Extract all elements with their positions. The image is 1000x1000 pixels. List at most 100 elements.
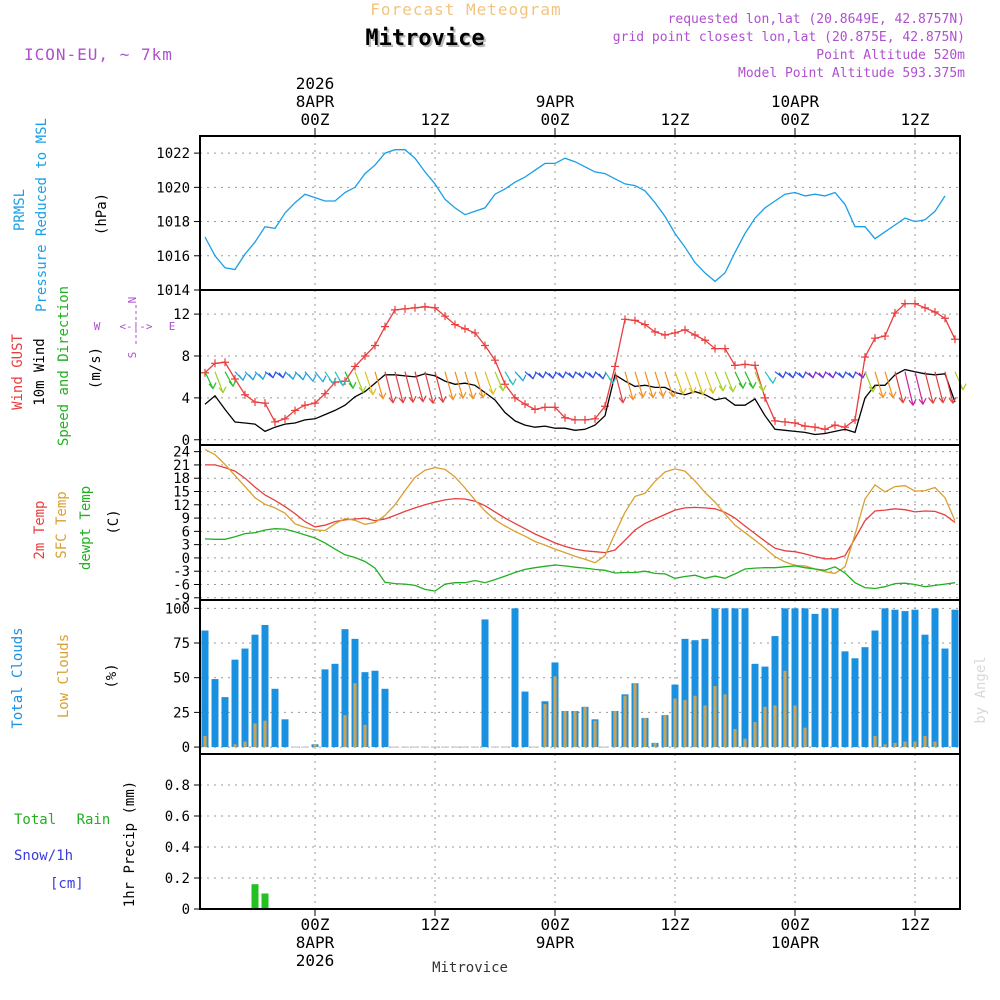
total-cloud-bar	[801, 608, 809, 748]
wind-arrow	[234, 371, 247, 382]
panel-4: 0 0.2 0.4 0.6 0.8	[165, 753, 961, 918]
gust-marker	[291, 406, 299, 415]
pressure-labels: PRMSL Pressure Reduced to MSL (hPa)	[12, 118, 110, 312]
gust-marker	[881, 332, 889, 341]
y-tick-label: 9	[182, 511, 190, 527]
wind-arrow	[554, 371, 567, 379]
wind-arrow	[774, 371, 787, 379]
low-cloud-bar	[573, 710, 577, 748]
gust-marker	[391, 305, 399, 314]
wind-arrow	[734, 371, 747, 390]
low-cloud-bar	[703, 705, 707, 748]
low-cloud-bar	[353, 683, 357, 748]
wind-arrow	[664, 371, 677, 398]
gust-marker	[751, 361, 759, 370]
panel-0: 1014 1016 1018 1020 1022	[156, 135, 961, 299]
compass-w: W	[94, 320, 101, 333]
bottom-time-label: 12Z	[661, 915, 690, 934]
dewpt-label: dewpt Temp	[78, 486, 94, 570]
gust-marker	[441, 312, 449, 321]
gust-marker	[261, 399, 269, 408]
y-tick-label: 0	[182, 902, 190, 918]
wind-arrow	[374, 371, 387, 400]
total-cloud-bar	[271, 688, 279, 748]
rain-bar	[251, 884, 259, 909]
panel-frame	[199, 135, 961, 291]
bottom-time-label: 00Z	[541, 915, 570, 934]
gust-marker	[821, 425, 829, 434]
y-tick-label: 15	[173, 485, 190, 501]
total-cloud-bar	[841, 651, 849, 748]
series-line-dewpt-temp	[204, 528, 956, 592]
gust-marker	[831, 421, 839, 430]
gust-marker	[651, 327, 659, 336]
bottom-time-label: 9APR	[536, 933, 575, 952]
model-label: ICON-EU, ~ 7km	[24, 45, 173, 64]
wind-arrow	[604, 371, 617, 385]
low-cloud-bar	[663, 715, 667, 748]
y-tick-label: 6	[182, 524, 190, 540]
wind-10m-label: 10m Wind	[32, 338, 48, 405]
low-cloud-bar	[543, 704, 547, 748]
panel-frame	[199, 444, 961, 601]
wind-arrow	[394, 371, 407, 404]
wind-arrow	[824, 371, 837, 379]
low-cloud-bar	[923, 735, 927, 748]
top-time-label: 12Z	[661, 110, 690, 129]
gust-marker	[921, 303, 929, 312]
top-time-label: 12Z	[421, 110, 450, 129]
top-time-label: 10APR	[771, 92, 820, 111]
bottom-time-label: 10APR	[771, 933, 820, 952]
gust-marker	[771, 416, 779, 425]
wind-arrow	[284, 371, 297, 381]
wind-arrow	[524, 371, 537, 380]
gust-marker	[451, 320, 459, 329]
wind-arrow	[714, 371, 727, 392]
gust-marker	[611, 362, 619, 371]
cloud-unit-label: (%)	[104, 663, 120, 688]
low-cloud-bar	[233, 744, 237, 748]
snow-label: Snow/1h	[14, 848, 73, 864]
panel-1: 0 4 8 12	[173, 289, 967, 449]
bottom-time-label: 00Z	[781, 915, 810, 934]
low-cloud-bar	[253, 723, 257, 748]
credit-watermark: by Angel	[973, 656, 989, 723]
wind-arrow	[334, 371, 347, 387]
gust-marker	[541, 403, 549, 412]
wind-arrow	[834, 371, 847, 379]
total-cloud-bar	[821, 608, 829, 748]
top-time-label: 00Z	[541, 110, 570, 129]
total-cloud-bar	[371, 670, 379, 748]
total-cloud-bar	[891, 609, 899, 748]
wind-arrow	[794, 371, 807, 379]
gust-marker	[621, 315, 629, 324]
low-cloud-bar	[893, 742, 897, 748]
y-tick-label: 0	[182, 433, 190, 449]
gust-marker	[681, 325, 689, 334]
wind-arrow	[514, 371, 527, 382]
product-title: Forecast Meteogram	[370, 0, 561, 19]
total-cloud-bar	[481, 619, 489, 748]
y-tick-label: 1022	[156, 146, 190, 162]
wind-arrow	[304, 371, 317, 383]
y-tick-label: -3	[173, 564, 190, 580]
gust-marker	[511, 393, 519, 402]
total-cloud-bar	[811, 613, 819, 748]
y-tick-label: -6	[173, 578, 190, 594]
wind-arrow	[494, 371, 507, 392]
wind-arrow	[874, 371, 887, 399]
wind-arrow	[924, 371, 937, 405]
wind-arrow	[754, 371, 767, 393]
gust-marker	[301, 401, 309, 410]
total-cloud-bar	[861, 647, 869, 748]
wind-arrow	[404, 371, 417, 404]
gust-marker	[351, 362, 359, 371]
bottom-time-label: 12Z	[421, 915, 450, 934]
footer-location: Mitrovice	[432, 960, 508, 976]
y-tick-label: 0	[182, 551, 190, 567]
gust-marker	[941, 314, 949, 323]
wind-arrow	[474, 371, 487, 399]
wind-arrow	[214, 371, 227, 394]
low-cloud-bar	[793, 705, 797, 748]
wind-arrow	[294, 371, 307, 381]
